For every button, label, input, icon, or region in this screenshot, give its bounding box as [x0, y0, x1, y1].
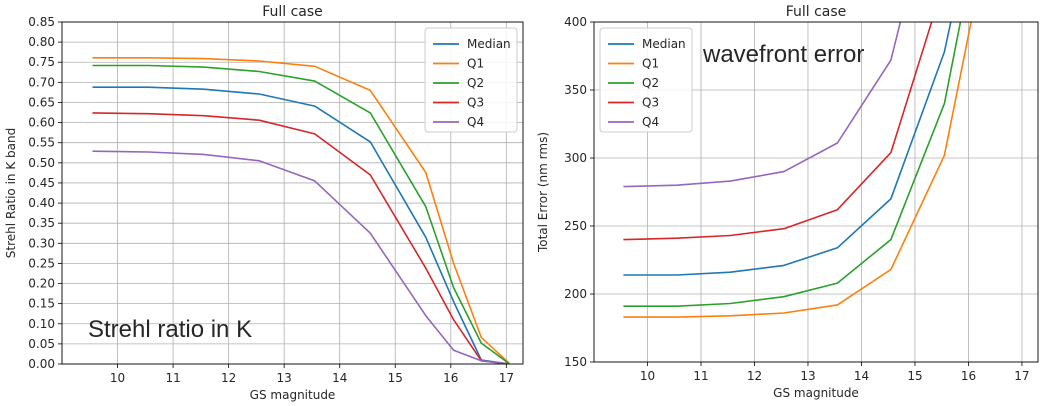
y-tick-label: 200 [564, 287, 587, 301]
y-tick-label: 0.15 [28, 297, 55, 311]
series-line-q2 [92, 64, 510, 364]
series-line-q3 [623, 22, 933, 241]
x-axis-label: GS magnitude [773, 386, 859, 400]
y-tick-label: 0.85 [28, 15, 55, 29]
x-tick-label: 15 [388, 371, 403, 385]
y-tick-label: 0.05 [28, 337, 55, 351]
y-tick-label: 0.50 [28, 156, 55, 170]
x-tick-label: 12 [221, 371, 236, 385]
y-tick-label: 0.20 [28, 277, 55, 291]
series-line-q3 [92, 112, 510, 364]
y-axis-label: Strehl Ratio in K band [4, 128, 18, 258]
x-tick-label: 14 [332, 371, 347, 385]
legend: Median Q1 Q2 Q3 Q4 [424, 27, 518, 133]
series-line-q4 [92, 150, 510, 364]
x-tick-label: 16 [443, 371, 458, 385]
y-tick-label: 0.45 [28, 176, 55, 190]
legend-label-q1: Q1 [642, 57, 659, 71]
x-tick-label: 13 [800, 369, 815, 383]
y-tick-label: 0.80 [28, 35, 55, 49]
annotation-text: wavefront error [702, 41, 864, 68]
x-tick-label: 15 [907, 369, 922, 383]
series-line-q1 [623, 22, 972, 318]
y-tick-label: 300 [564, 151, 587, 165]
y-tick-label: 0.60 [28, 116, 55, 130]
chart-title: Full case [262, 4, 323, 20]
x-tick-label: 10 [110, 371, 125, 385]
series-line-q1 [92, 56, 510, 364]
legend-label-q2: Q2 [642, 76, 659, 90]
y-tick-label: 0.30 [28, 236, 55, 250]
series-line-median [623, 22, 952, 276]
x-tick-label: 10 [640, 369, 655, 383]
x-tick-label: 16 [961, 369, 976, 383]
x-tick-label: 17 [499, 371, 514, 385]
y-tick-label: 0.10 [28, 317, 55, 331]
y-tick-label: 150 [564, 355, 587, 369]
legend-box [424, 27, 518, 133]
y-tick-label: 0.55 [28, 136, 55, 150]
x-tick-label: 17 [1014, 369, 1029, 383]
series-line-q2 [623, 22, 962, 308]
legend-label-q2: Q2 [467, 76, 484, 90]
axes-frame [61, 21, 524, 365]
legend-box [599, 27, 693, 133]
chart-title: Full case [786, 4, 847, 20]
y-tick-label: 0.65 [28, 95, 55, 109]
x-tick-label: 11 [693, 369, 708, 383]
y-tick-label: 0.00 [28, 357, 55, 371]
legend-label-q4: Q4 [467, 115, 484, 129]
y-tick-label: 0.40 [28, 196, 55, 210]
axes-frame [593, 21, 1039, 363]
y-tick-label: 0.75 [28, 55, 55, 69]
legend: Median Q1 Q2 Q3 Q4 [599, 27, 693, 133]
y-tick-label: 0.35 [28, 216, 55, 230]
y-tick-label: 350 [564, 83, 587, 97]
strehl-ratio-chart: 10 11 12 13 14 15 16 17 0.00 0.05 0.10 0.15 0.20 0.25… [4, 4, 524, 402]
x-tick-label: 12 [747, 369, 762, 383]
y-tick-label: 0.70 [28, 75, 55, 89]
annotation-text: Strehl ratio in K [88, 316, 252, 343]
x-tick-label: 11 [165, 371, 180, 385]
total-error-chart: 10 11 12 13 14 15 16 17 150 200 250 300 350 400 Full c… [536, 4, 1039, 400]
legend-label-q3: Q3 [642, 96, 659, 110]
series-line-median [92, 86, 510, 364]
y-tick-label: 250 [564, 219, 587, 233]
y-tick-label: 0.25 [28, 256, 55, 270]
x-tick-label: 13 [277, 371, 292, 385]
y-tick-label: 400 [564, 15, 587, 29]
legend-label-median: Median [642, 37, 686, 51]
legend-label-q3: Q3 [467, 96, 484, 110]
x-tick-label: 14 [854, 369, 869, 383]
legend-label-q1: Q1 [467, 57, 484, 71]
series-line-q4 [623, 22, 902, 188]
x-axis-label: GS magnitude [250, 388, 336, 402]
legend-label-median: Median [467, 37, 511, 51]
legend-label-q4: Q4 [642, 115, 659, 129]
y-axis-label: Total Error (nm rms) [536, 132, 550, 253]
